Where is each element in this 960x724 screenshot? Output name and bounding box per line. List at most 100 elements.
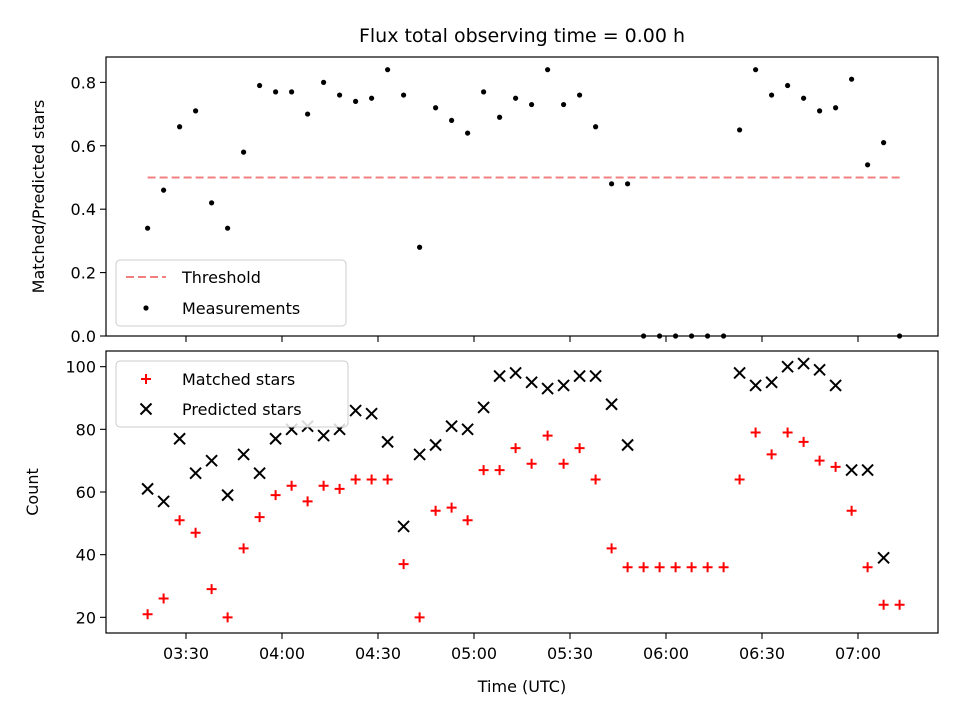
data-point [573, 369, 586, 383]
data-point [350, 474, 361, 485]
x-tick-label: 04:30 [355, 644, 401, 663]
y-tick-label: 40 [76, 546, 96, 565]
data-point [525, 376, 538, 389]
data-point [269, 432, 282, 445]
data-point [221, 488, 234, 502]
data-point [734, 474, 745, 485]
data-point [845, 463, 858, 477]
legend: Threshold Measurements [115, 259, 347, 327]
x-tick-label: 05:30 [547, 644, 593, 663]
y-tick-label: 20 [76, 608, 96, 627]
data-point [833, 105, 839, 111]
legend-box [115, 360, 349, 428]
y-tick-label: 60 [76, 483, 96, 502]
data-point [753, 67, 759, 73]
top-panel-ratio: 0.0 0.2 0.4 0.6 0.8 Matched/Predicted stars Th… [29, 56, 939, 346]
data-point [397, 520, 410, 533]
data-point [785, 82, 791, 89]
data-point [798, 436, 809, 447]
legend-predicted-label: Predicted stars [182, 400, 302, 419]
data-point [797, 357, 810, 370]
data-point [461, 423, 474, 436]
data-point [206, 584, 217, 595]
data-point [318, 480, 329, 491]
data-point [829, 379, 842, 392]
data-point [638, 562, 649, 573]
data-point [477, 401, 490, 414]
data-point [337, 92, 343, 98]
bottom-panel-count: 20 40 60 80 100 03:30 04:00 04:30 05:00 05:30 06:0… [23, 350, 939, 663]
data-point [606, 543, 617, 554]
data-point [414, 612, 425, 623]
data-point [605, 398, 618, 411]
data-point [209, 200, 215, 206]
data-point [625, 181, 631, 187]
data-point [205, 454, 218, 467]
data-point [189, 466, 202, 480]
data-point [609, 181, 615, 187]
legend: Matched stars Predicted stars [115, 360, 349, 428]
data-point [558, 458, 569, 469]
data-point [241, 149, 247, 155]
data-point [177, 124, 183, 130]
data-point [861, 463, 874, 477]
data-point [733, 366, 746, 380]
data-point [673, 333, 679, 339]
data-point [429, 438, 442, 452]
data-point [465, 130, 471, 136]
data-point [686, 562, 697, 573]
legend-predicted-swatch [139, 402, 153, 416]
data-point [497, 114, 503, 120]
data-point [654, 562, 665, 573]
legend-matched-label: Matched stars [182, 370, 295, 389]
data-point [557, 379, 570, 392]
legend-matched-swatch [141, 374, 151, 384]
data-point [513, 95, 519, 101]
data-point [542, 430, 553, 441]
data-point [737, 127, 743, 133]
data-point [561, 101, 567, 108]
x-tick-label: 06:30 [739, 644, 785, 663]
data-point [493, 369, 506, 383]
data-point [446, 502, 457, 513]
data-point [449, 117, 455, 124]
data-point [190, 527, 201, 538]
data-point [382, 474, 393, 485]
data-point [622, 562, 633, 573]
data-point [865, 162, 871, 168]
data-point [413, 448, 426, 461]
data-point [317, 429, 330, 442]
data-point [158, 593, 169, 604]
chart-title: Flux total observing time = 0.00 h [359, 25, 685, 47]
data-point [369, 95, 375, 101]
data-point [430, 505, 441, 516]
data-point [161, 187, 167, 193]
data-point [718, 562, 729, 573]
data-point [877, 551, 890, 565]
data-point [365, 407, 378, 420]
data-point [765, 376, 778, 389]
data-point [894, 599, 905, 610]
x-tick-label: 06:00 [643, 644, 689, 663]
data-point [238, 543, 249, 554]
data-point [526, 458, 537, 469]
data-point [702, 562, 713, 573]
data-point [621, 438, 634, 452]
data-point [641, 333, 647, 339]
data-point [305, 111, 311, 117]
data-point [881, 140, 887, 146]
y-tick-label: 0.8 [71, 73, 96, 92]
data-point [801, 95, 807, 101]
data-point [401, 92, 407, 98]
data-point [257, 82, 263, 89]
data-point [494, 465, 505, 476]
data-point [781, 360, 794, 373]
legend-box [115, 259, 347, 327]
data-point [273, 89, 279, 95]
data-point [225, 225, 231, 231]
data-point [385, 67, 391, 73]
data-point [814, 455, 825, 466]
data-point [545, 67, 551, 73]
x-tick-label: 07:00 [835, 644, 881, 663]
